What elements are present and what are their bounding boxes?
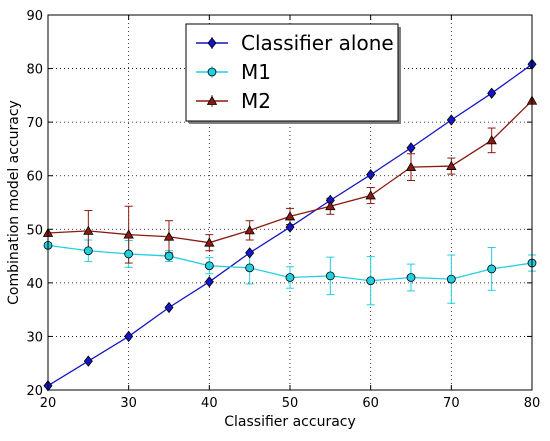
x-tick-label: 70	[443, 396, 460, 411]
classifier-alone-point	[204, 276, 214, 288]
m2-point	[163, 231, 175, 241]
x-tick-label: 40	[201, 396, 218, 411]
m2-point	[486, 135, 497, 145]
m1-point	[124, 249, 134, 259]
m1-point	[83, 246, 93, 256]
x-tick-label: 60	[362, 396, 379, 411]
x-tick-label: 80	[524, 396, 541, 411]
m1-point	[366, 276, 376, 286]
m1-point	[446, 274, 456, 284]
legend-marker-m1	[207, 67, 217, 77]
m1-point	[204, 261, 214, 271]
m2-point	[244, 225, 255, 235]
y-tick-label: 70	[26, 116, 43, 131]
m2-point	[446, 160, 457, 170]
legend: Classifier alone M1 M2	[185, 23, 401, 124]
classifier-alone-point	[124, 330, 134, 343]
x-tick-label: 30	[120, 396, 137, 411]
legend-label-m1: M1	[241, 60, 271, 84]
classifier-alone-point	[366, 169, 376, 181]
m2-point	[284, 211, 296, 221]
classifier-alone-point	[446, 114, 456, 126]
y-tick-label: 50	[26, 223, 43, 238]
legend-label-classifier-alone: Classifier alone	[241, 31, 394, 55]
m1-point	[164, 251, 174, 261]
y-axis-title: Combination model accuracy	[6, 100, 22, 305]
m1-point	[285, 273, 295, 282]
x-tick-label: 50	[282, 396, 299, 411]
classifier-alone-point	[164, 301, 174, 314]
m1-point	[245, 263, 255, 273]
legend-label-m2: M2	[241, 89, 271, 113]
y-tick-label: 40	[26, 277, 43, 292]
legend-marker-m2	[206, 95, 218, 105]
classifier-alone-point	[245, 247, 255, 259]
m2-point	[83, 225, 94, 235]
x-axis-title: Classifier accuracy	[224, 414, 356, 430]
m2-point	[204, 237, 215, 247]
y-tick-label: 60	[26, 170, 43, 185]
m1-point	[487, 264, 497, 274]
y-tick-label: 90	[26, 9, 43, 24]
x-tick-label: 20	[40, 396, 57, 411]
m2-point	[365, 190, 376, 200]
classifier-alone-point	[285, 221, 295, 233]
series-markers	[42, 58, 538, 392]
classifier-alone-point	[487, 87, 497, 99]
m2-point	[325, 200, 336, 211]
classifier-alone-point	[83, 355, 93, 367]
axis-ticks: 20 30 40 50 60 70 80 20 30 40 50 60 70 80 90	[26, 9, 540, 411]
legend-marker-classifier-alone	[207, 37, 217, 49]
m2-point	[123, 229, 134, 239]
classifier-alone-point	[406, 142, 416, 154]
y-tick-label: 20	[26, 384, 43, 399]
m1-point	[325, 271, 335, 281]
y-tick-label: 30	[26, 330, 43, 345]
m1-point	[406, 273, 416, 282]
m2-point	[405, 161, 417, 172]
y-tick-label: 80	[26, 63, 43, 78]
